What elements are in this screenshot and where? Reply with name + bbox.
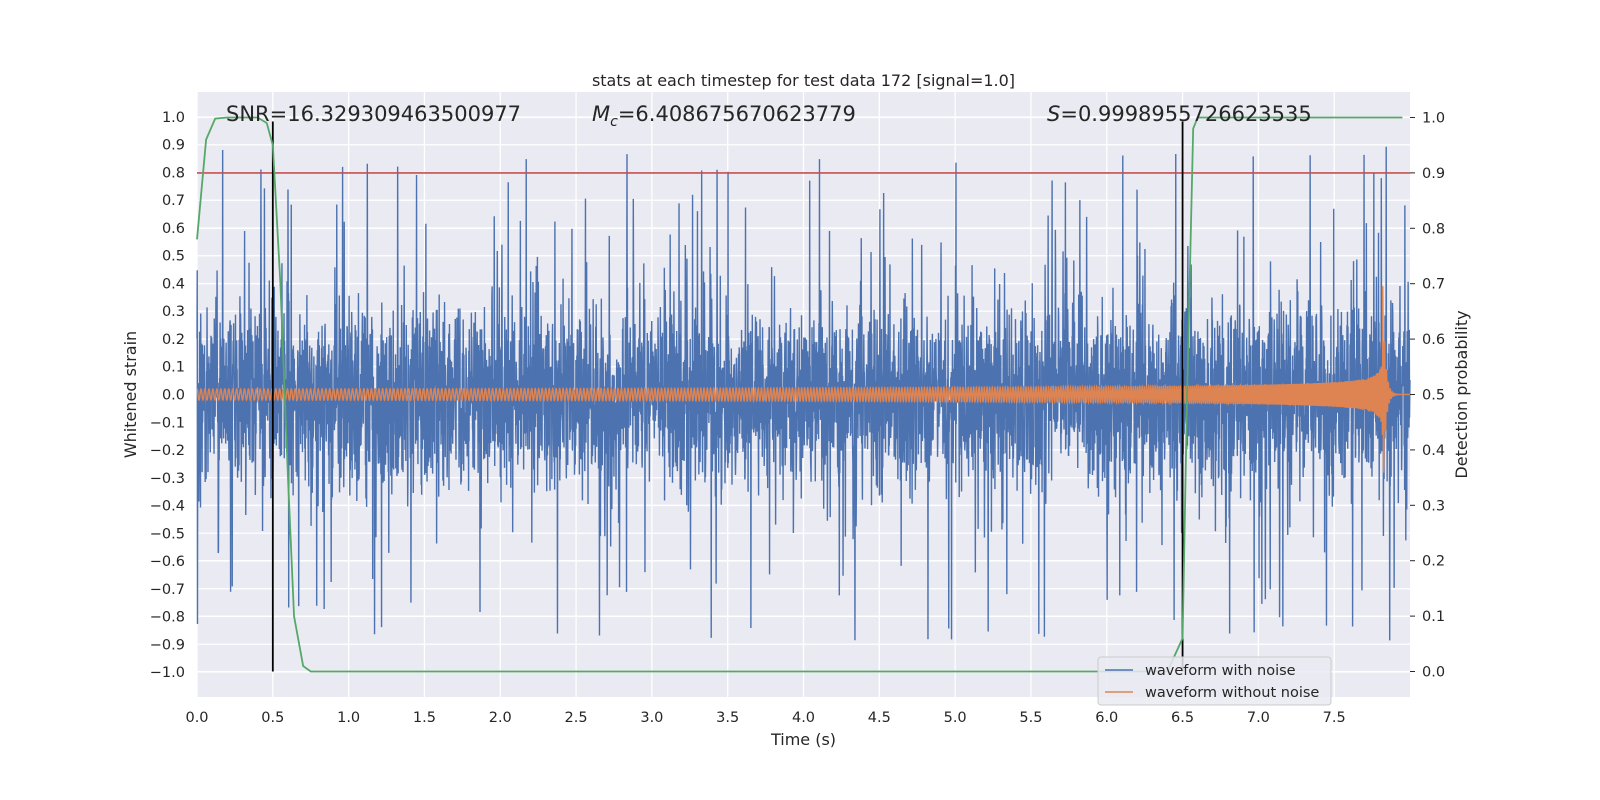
x-tick-label: 7.0 (1247, 710, 1270, 726)
y2-tick-label: 0.0 (1422, 665, 1445, 681)
mc-symbol: M (592, 102, 610, 126)
y2-tick-label: 0.3 (1422, 498, 1445, 514)
y2-tick-label: 0.2 (1422, 554, 1445, 570)
x-tick-label: 5.0 (944, 710, 967, 726)
annotation-chirp-mass: Mc=6.408675670623779 (592, 102, 856, 130)
y-tick-label: 0.6 (162, 221, 185, 237)
annotation-snr: SNR=16.329309463500977 (226, 102, 521, 126)
x-tick-label: 2.5 (565, 710, 588, 726)
s-symbol: S (1047, 102, 1060, 126)
legend-entry-waveform-with-noise: waveform with noise (1145, 663, 1296, 679)
y2-tick-label: 0.5 (1422, 388, 1445, 404)
y2-tick-label: 0.1 (1422, 609, 1445, 625)
y-tick-label: 0.4 (162, 276, 185, 292)
x-tick-label: 4.0 (792, 710, 815, 726)
y2-tick-label: 0.4 (1422, 443, 1445, 459)
x-axis-label: Time (s) (770, 730, 836, 749)
x-tick-label: 1.0 (337, 710, 360, 726)
x-tick-label: 0.5 (261, 710, 284, 726)
y2-tick-label: 0.7 (1422, 277, 1445, 293)
mc-value: =6.408675670623779 (618, 102, 856, 126)
y-tick-label: 0.3 (162, 304, 185, 320)
y-tick-label: 0.9 (162, 138, 185, 154)
y-tick-label: 0.8 (162, 165, 185, 181)
series-waveform-without-noise (196, 286, 1410, 473)
waveform-without-noise-line (196, 286, 1410, 473)
overlays (196, 116, 1410, 673)
x-tick-label: 3.5 (716, 710, 739, 726)
y2-tick-label: 0.6 (1422, 332, 1445, 348)
y-tick-label: −0.5 (150, 526, 185, 542)
y-tick-label: 0.5 (162, 249, 185, 265)
mc-subscript: c (610, 114, 618, 130)
ticks: 0.0 0.5 1.0 1.5 2.0 2.5 3.0 3.5 4.0 4.5 5.0 5.5 6.0 6… (150, 110, 1445, 726)
y-tick-label: −0.7 (150, 582, 185, 598)
y-tick-label: −0.4 (150, 499, 185, 515)
y-tick-label: 0.1 (162, 360, 185, 376)
x-tick-label: 2.0 (489, 710, 512, 726)
x-tick-label: 6.5 (1171, 710, 1194, 726)
x-tick-label: 3.0 (640, 710, 663, 726)
y2-tick-label: 0.9 (1422, 166, 1445, 182)
legend-box (1097, 656, 1332, 706)
legend-entry-waveform-without-noise: waveform without noise (1145, 685, 1319, 701)
chart-title: stats at each timestep for test data 172… (592, 71, 1015, 90)
y-tick-label: 0.2 (162, 332, 185, 348)
y-tick-label: 1.0 (162, 110, 185, 126)
y-tick-label: 0.0 (162, 388, 185, 404)
y-tick-label: −0.1 (150, 415, 185, 431)
y-tick-label: −0.6 (150, 554, 185, 570)
x-tick-label: 5.5 (1019, 710, 1042, 726)
annotations: SNR=16.329309463500977 Mc=6.408675670623… (226, 102, 1312, 130)
y-tick-label: −0.3 (150, 471, 185, 487)
x-tick-label: 7.5 (1323, 710, 1346, 726)
y-tick-label: −0.9 (150, 637, 185, 653)
y2-tick-label: 0.8 (1422, 221, 1445, 237)
y-tick-label: −1.0 (150, 665, 185, 681)
x-tick-label: 0.0 (185, 710, 208, 726)
series-waveform-with-noise (196, 146, 1411, 641)
x-tick-label: 4.5 (868, 710, 891, 726)
y-tick-label: 0.7 (162, 193, 185, 209)
y2-tick-label: 1.0 (1422, 110, 1445, 126)
y2-axis-label: Detection probability (1452, 310, 1471, 478)
y-axis-label: Whitened strain (121, 331, 140, 458)
s-value: =0.9998955726623535 (1060, 102, 1311, 126)
x-tick-label: 1.5 (413, 710, 436, 726)
annotation-s: S=0.9998955726623535 (1047, 102, 1312, 126)
y-tick-label: −0.2 (150, 443, 185, 459)
waveform-with-noise-line (196, 146, 1411, 641)
detection-probability-line (196, 116, 1403, 673)
legend: waveform with noise waveform without noi… (1097, 656, 1332, 706)
y-tick-label: −0.8 (150, 610, 185, 626)
x-tick-label: 6.0 (1095, 710, 1118, 726)
